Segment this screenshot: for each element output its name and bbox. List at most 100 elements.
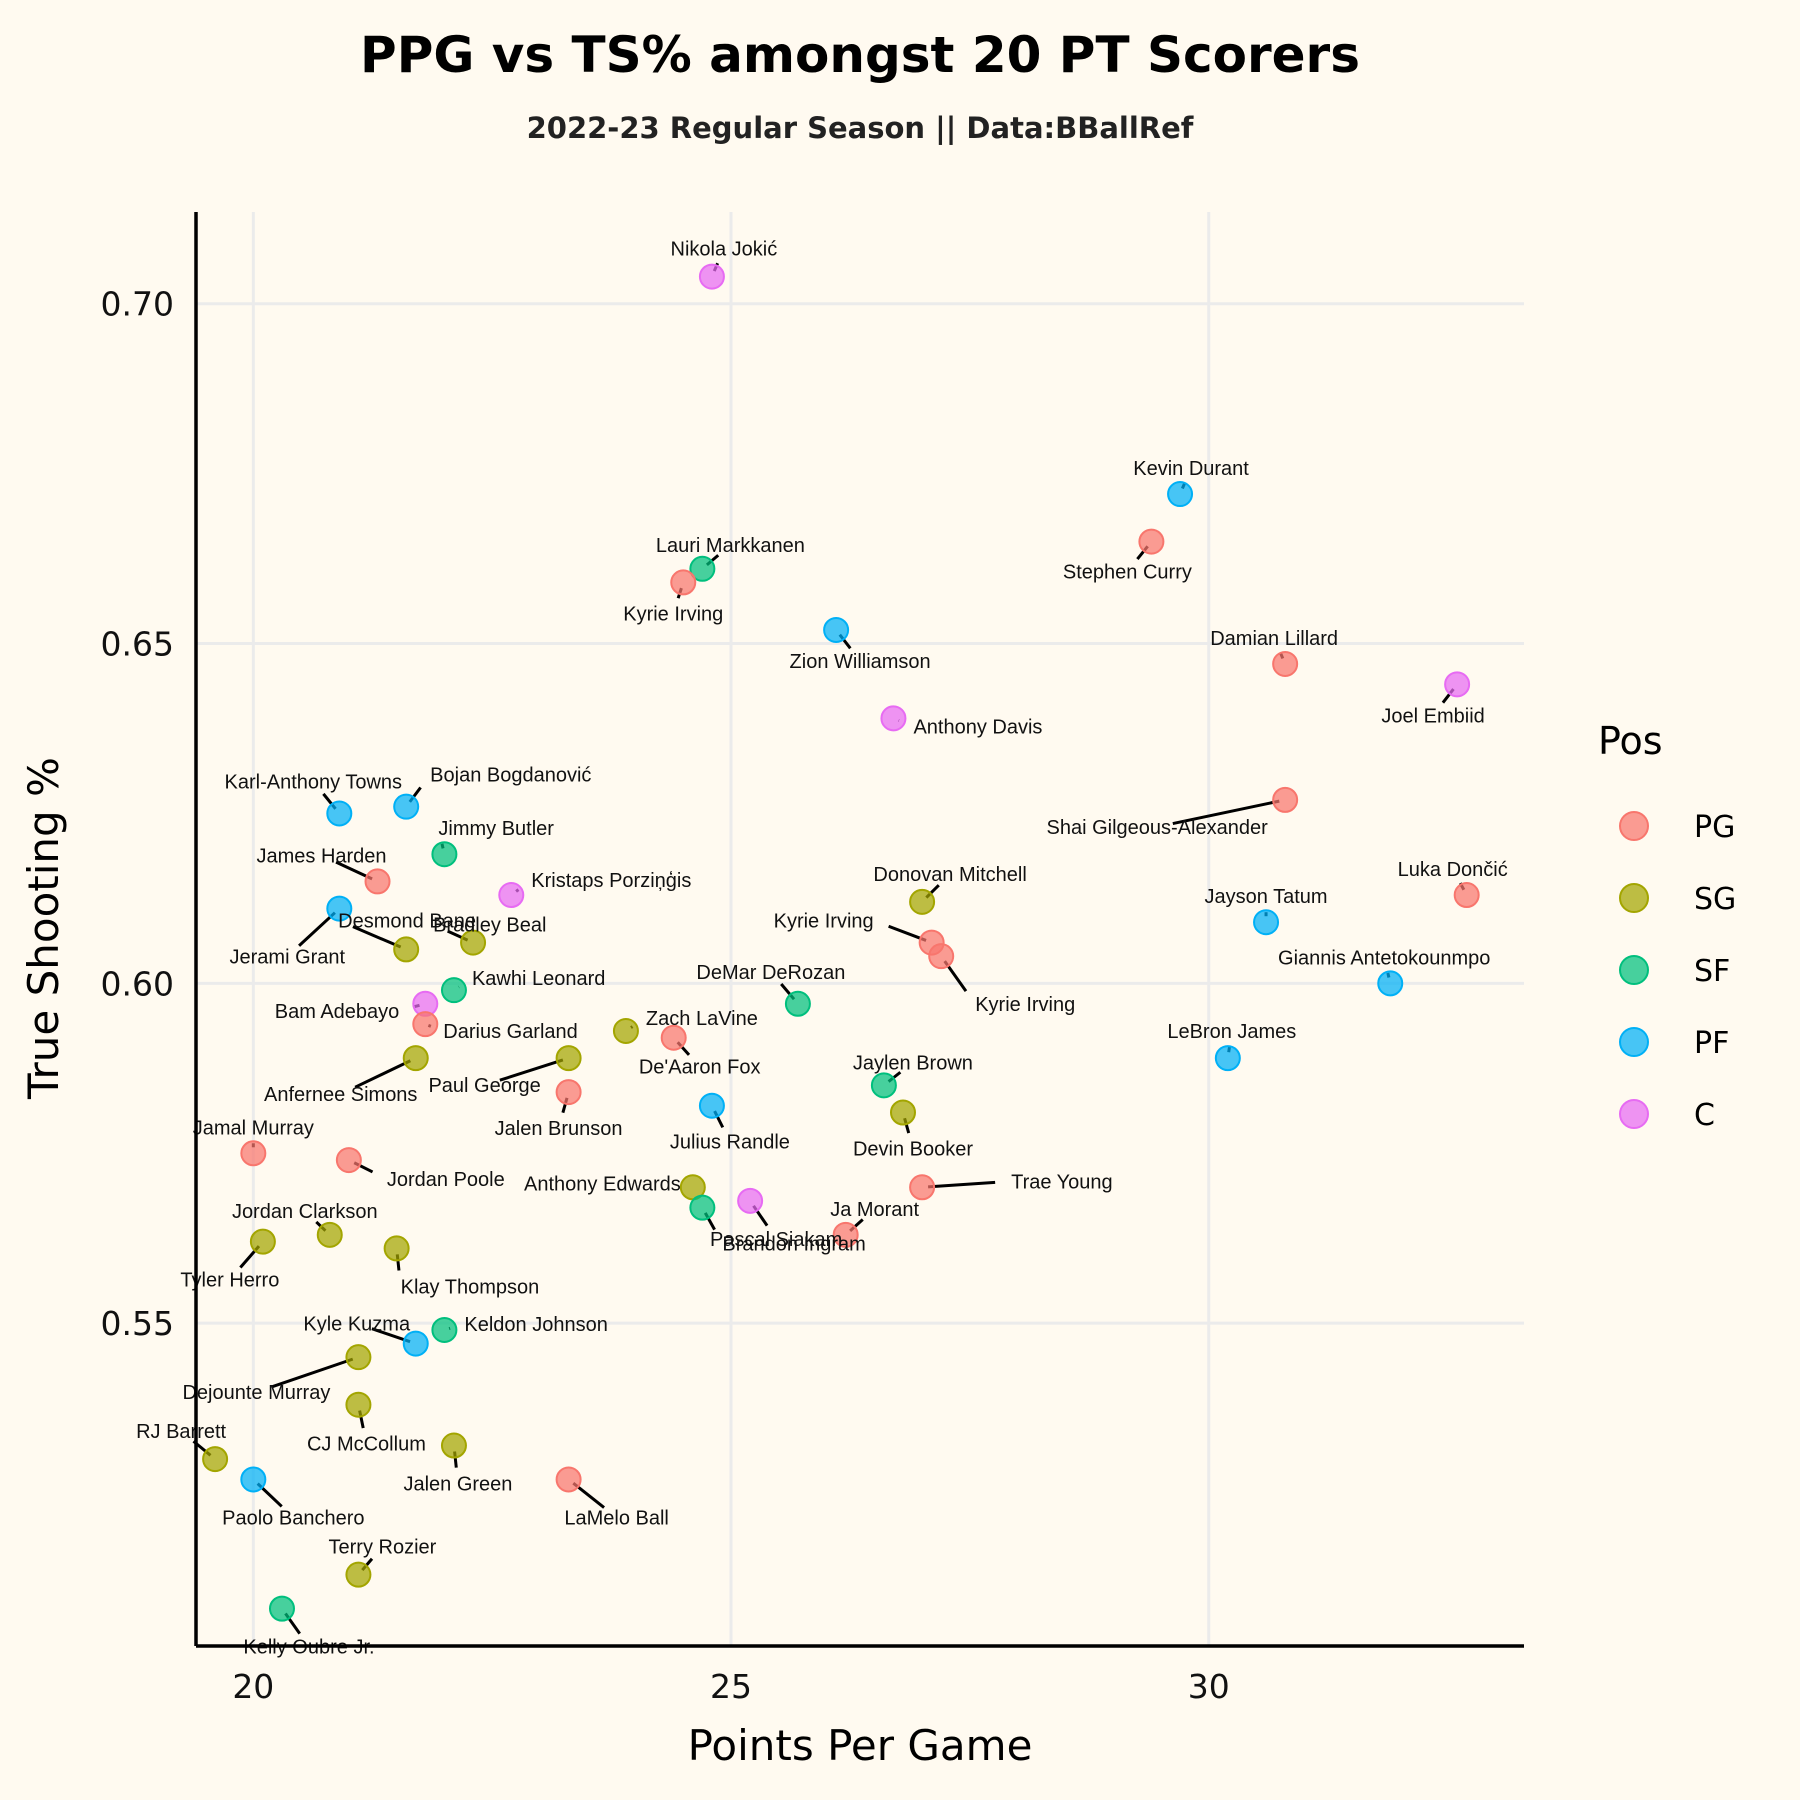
label-leader-line (1172, 799, 1280, 826)
label-leader-line (352, 925, 402, 949)
legend: Pos PG SG SF PF C (1598, 719, 1736, 1133)
data-point (498, 882, 525, 909)
data-point (1214, 1045, 1241, 1072)
point-label: Shai Gilgeous-Alexander (1047, 817, 1269, 839)
point-label: Klay Thompson (401, 1276, 540, 1298)
data-point (202, 1446, 229, 1473)
point-label: Zach LaVine (646, 1008, 758, 1030)
data-point (440, 1432, 467, 1459)
point-label: Devin Booker (853, 1138, 973, 1160)
point-label: Ja Morant (830, 1199, 919, 1221)
point-label: Jordan Clarkson (232, 1201, 378, 1223)
point-label: Kevin Durant (1133, 458, 1249, 480)
data-point (1377, 970, 1404, 997)
data-point (612, 1017, 639, 1044)
data-point (1272, 786, 1299, 813)
data-point (326, 895, 353, 922)
data-point (698, 263, 725, 290)
point-label: Bam Adebayo (275, 1001, 400, 1023)
data-point (784, 990, 811, 1017)
data-point (689, 1194, 716, 1221)
point-label: Kyrie Irving (623, 603, 723, 625)
data-point (345, 1561, 372, 1588)
data-point (823, 616, 850, 643)
point-label: Darius Garland (443, 1021, 578, 1043)
data-point (555, 1466, 582, 1493)
point-label: Kyle Kuzma (303, 1314, 411, 1336)
point-label: Lauri Markkanen (656, 535, 805, 557)
data-point (698, 1092, 725, 1119)
point-label: LaMelo Ball (564, 1507, 669, 1529)
point-label: Kristaps Porziņģis (531, 870, 691, 892)
point-label: LeBron James (1167, 1021, 1296, 1043)
data-point (880, 705, 907, 732)
data-point (440, 977, 467, 1004)
point-label: Zion Williamson (790, 651, 931, 673)
label-leader-line (499, 1058, 564, 1082)
point-label: Nikola Jokić (671, 239, 778, 261)
data-point (326, 800, 353, 827)
point-label: Joel Embiid (1381, 705, 1484, 727)
point-labels: Nikola Jokić Kevin Durant Stephen Curry Lau… (136, 239, 1508, 1659)
data-point (431, 1316, 458, 1343)
data-point (1138, 528, 1165, 555)
data-point (832, 1221, 859, 1248)
data-point (402, 1045, 429, 1072)
legend-label: C (1694, 1098, 1715, 1133)
x-tick-label: 25 (710, 1667, 752, 1706)
label-leader-line (354, 1059, 411, 1089)
data-point (1167, 481, 1194, 508)
chart-title: PPG vs TS% amongst 20 PT Scorers (360, 26, 1360, 84)
data-point (364, 868, 391, 895)
legend-swatch (1619, 955, 1649, 985)
x-axis-ticks: 20 25 30 (232, 1667, 1229, 1706)
point-label: Terry Rozier (329, 1537, 437, 1559)
data-point (909, 1174, 936, 1201)
x-axis-title: Points Per Game (688, 1721, 1033, 1770)
data-point (555, 1079, 582, 1106)
data-point (670, 569, 697, 596)
point-label: Anthony Edwards (524, 1173, 681, 1195)
data-point (393, 936, 420, 963)
data-point (1453, 882, 1480, 909)
data-point (689, 555, 716, 582)
point-label: Giannis Antetokounmpo (1278, 947, 1490, 969)
legend-label: PG (1694, 810, 1735, 845)
point-label: Trae Young (1011, 1171, 1113, 1193)
y-tick-label: 0.60 (101, 964, 174, 1003)
point-label: Jayson Tatum (1205, 886, 1328, 908)
data-point (889, 1099, 916, 1126)
legend-swatch (1619, 1027, 1649, 1057)
data-point (335, 1147, 362, 1174)
data-point (1272, 650, 1299, 677)
data-point (909, 888, 936, 915)
legend-swatch (1619, 811, 1649, 841)
point-label: Kyrie Irving (975, 994, 1075, 1016)
point-label: Paolo Banchero (222, 1507, 364, 1529)
y-axis-ticks: 0.55 0.60 0.65 0.70 (101, 285, 174, 1343)
data-point (412, 1011, 439, 1038)
point-label: Stephen Curry (1063, 562, 1192, 584)
y-axis-title: True Shooting % (19, 757, 68, 1100)
point-label: James Harden (256, 845, 386, 867)
data-point (345, 1344, 372, 1371)
data-point (393, 793, 420, 820)
point-label: Kawhi Leonard (472, 968, 605, 990)
legend-label: SF (1694, 954, 1730, 989)
point-label: Jaylen Brown (853, 1052, 973, 1074)
y-tick-label: 0.65 (101, 625, 174, 664)
point-label: Jordan Poole (387, 1169, 505, 1191)
data-point (1444, 671, 1471, 698)
legend-swatch (1619, 1099, 1649, 1129)
data-point (402, 1330, 429, 1357)
point-label: Jalen Brunson (495, 1118, 623, 1140)
point-label: Luka Dončić (1398, 859, 1508, 881)
legend-label: SG (1694, 882, 1736, 917)
point-label: Julius Randle (670, 1132, 790, 1154)
data-point (555, 1045, 582, 1072)
x-tick-label: 20 (232, 1667, 274, 1706)
data-point (1253, 909, 1280, 936)
data-point (316, 1221, 343, 1248)
data-point (240, 1466, 267, 1493)
